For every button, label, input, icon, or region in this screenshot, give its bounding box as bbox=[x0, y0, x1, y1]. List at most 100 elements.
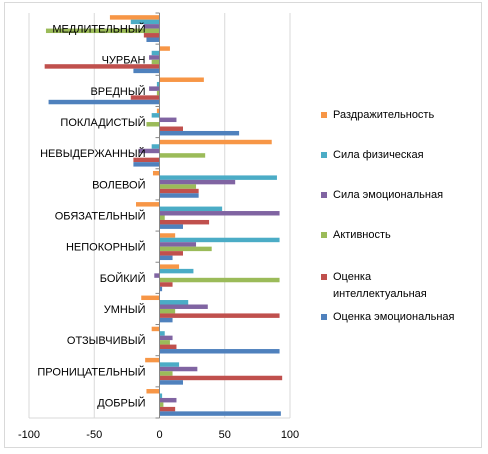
bar bbox=[159, 393, 163, 398]
bar bbox=[159, 219, 210, 225]
bar bbox=[146, 389, 160, 394]
bar bbox=[156, 90, 160, 96]
category-label: БОЙКИЙ bbox=[100, 272, 146, 285]
category-label: ВРЕДНЫЙ bbox=[90, 85, 145, 98]
bar bbox=[159, 215, 165, 220]
bar bbox=[143, 24, 160, 29]
bar bbox=[159, 224, 183, 229]
bar bbox=[159, 340, 170, 345]
bar bbox=[44, 64, 160, 69]
bar bbox=[152, 170, 160, 176]
legend-label: Сила эмоциональная bbox=[333, 189, 443, 201]
bar bbox=[159, 402, 164, 407]
bar bbox=[159, 397, 177, 403]
bars bbox=[44, 15, 283, 416]
bar bbox=[159, 349, 280, 354]
bar bbox=[159, 139, 272, 145]
x-tick-label: -50 bbox=[86, 429, 102, 441]
bar bbox=[159, 300, 189, 305]
legend-swatch bbox=[321, 274, 327, 280]
bar bbox=[159, 255, 173, 261]
bar bbox=[159, 211, 280, 216]
bar bbox=[149, 86, 160, 91]
bar bbox=[159, 233, 176, 238]
category-label: ДОБРЫЙ bbox=[97, 396, 145, 409]
bar bbox=[159, 242, 197, 247]
bar bbox=[159, 264, 180, 269]
bar bbox=[159, 335, 173, 341]
bar bbox=[151, 50, 160, 56]
category-label: ОБЯЗАТЕЛЬНЫЙ bbox=[55, 210, 146, 223]
bar bbox=[159, 344, 177, 350]
legend-swatch bbox=[321, 192, 327, 198]
bar bbox=[159, 46, 170, 51]
bar bbox=[151, 59, 160, 65]
bar bbox=[133, 68, 160, 74]
x-tick-label: -100 bbox=[18, 429, 40, 441]
legend: Раздражительность Сила физическая Сила эмо… bbox=[321, 109, 455, 323]
bar bbox=[159, 153, 206, 158]
bar bbox=[154, 273, 160, 278]
bar bbox=[159, 268, 194, 274]
axes bbox=[29, 12, 290, 419]
legend-label: Активность bbox=[333, 229, 391, 241]
category-label: ПОКЛАДИСТЫЙ bbox=[60, 116, 145, 129]
bar bbox=[149, 55, 160, 60]
bar bbox=[159, 286, 163, 292]
x-tick-label: 0 bbox=[156, 429, 162, 441]
bar bbox=[159, 380, 183, 385]
bar bbox=[159, 308, 176, 314]
bar bbox=[136, 202, 160, 207]
bar bbox=[159, 375, 283, 381]
bar bbox=[159, 77, 204, 82]
legend-label: Раздражительность bbox=[333, 109, 434, 121]
category-labels: МЕДЛИТЕЛЬНЫЙ ЧУРБАН ВРЕДНЫЙ ПОКЛАДИСТЫЙ НЕВЫ… bbox=[37, 23, 145, 410]
legend-label: Сила физическая bbox=[333, 149, 424, 161]
bar bbox=[159, 371, 173, 376]
bar bbox=[159, 206, 223, 212]
bar bbox=[156, 81, 160, 87]
bar bbox=[143, 33, 160, 38]
legend-swatch bbox=[321, 112, 327, 118]
chart-frame: МЕДЛИТЕЛЬНЫЙ ЧУРБАН ВРЕДНЫЙ ПОКЛАДИСТЫЙ НЕВЫ… bbox=[4, 2, 482, 448]
bar bbox=[151, 113, 160, 118]
bar bbox=[130, 19, 160, 25]
legend-label: Оценка bbox=[333, 271, 372, 283]
bar bbox=[159, 406, 176, 412]
category-label: ВОЛЕВОЙ bbox=[92, 178, 145, 191]
legend-label: Оценка эмоциональная bbox=[333, 311, 455, 323]
bar bbox=[109, 15, 160, 20]
bar bbox=[159, 313, 280, 318]
category-label: ОТЗЫВЧИВЫЙ bbox=[67, 334, 146, 347]
bar bbox=[159, 282, 173, 287]
bar bbox=[145, 357, 160, 363]
category-label: ПРОНИЦАТЕЛЬНЫЙ bbox=[37, 365, 145, 378]
x-tick-label: 50 bbox=[219, 429, 231, 441]
bar bbox=[159, 246, 212, 252]
legend-label: интеллектуальная bbox=[333, 288, 427, 300]
bar bbox=[159, 251, 183, 256]
x-tick-label: 100 bbox=[281, 429, 299, 441]
bar bbox=[130, 95, 160, 100]
bar bbox=[159, 362, 180, 367]
bar bbox=[151, 326, 160, 332]
bar bbox=[159, 188, 199, 194]
bar bbox=[159, 277, 280, 283]
bar bbox=[159, 331, 165, 336]
bar bbox=[133, 162, 160, 167]
bar-chart: МЕДЛИТЕЛЬНЫЙ ЧУРБАН ВРЕДНЫЙ ПОКЛАДИСТЫЙ НЕВЫ… bbox=[18, 12, 455, 441]
bar bbox=[159, 126, 183, 131]
category-label: НЕПОКОРНЫЙ bbox=[66, 241, 146, 254]
bar bbox=[146, 37, 160, 42]
bar bbox=[48, 99, 160, 105]
bar bbox=[159, 411, 281, 416]
bar bbox=[159, 304, 208, 309]
bar bbox=[151, 144, 160, 149]
bar bbox=[138, 148, 160, 154]
bar bbox=[159, 130, 240, 136]
category-label: НЕВЫДЕРЖАННЫЙ bbox=[40, 147, 145, 160]
bar bbox=[159, 175, 277, 180]
bar bbox=[156, 108, 160, 114]
legend-swatch bbox=[321, 152, 327, 158]
bar bbox=[45, 28, 160, 34]
